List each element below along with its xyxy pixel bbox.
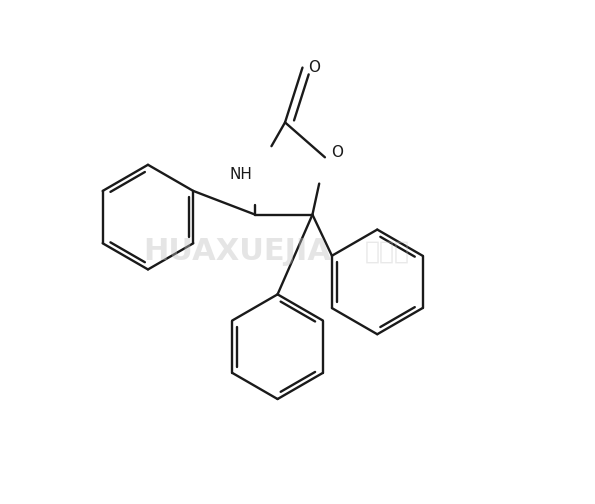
Text: HUAXUEJIA: HUAXUEJIA (143, 237, 331, 267)
Text: NH: NH (230, 167, 253, 182)
Text: O: O (331, 145, 343, 160)
Text: O: O (308, 60, 321, 75)
Text: 化学加: 化学加 (365, 240, 410, 264)
